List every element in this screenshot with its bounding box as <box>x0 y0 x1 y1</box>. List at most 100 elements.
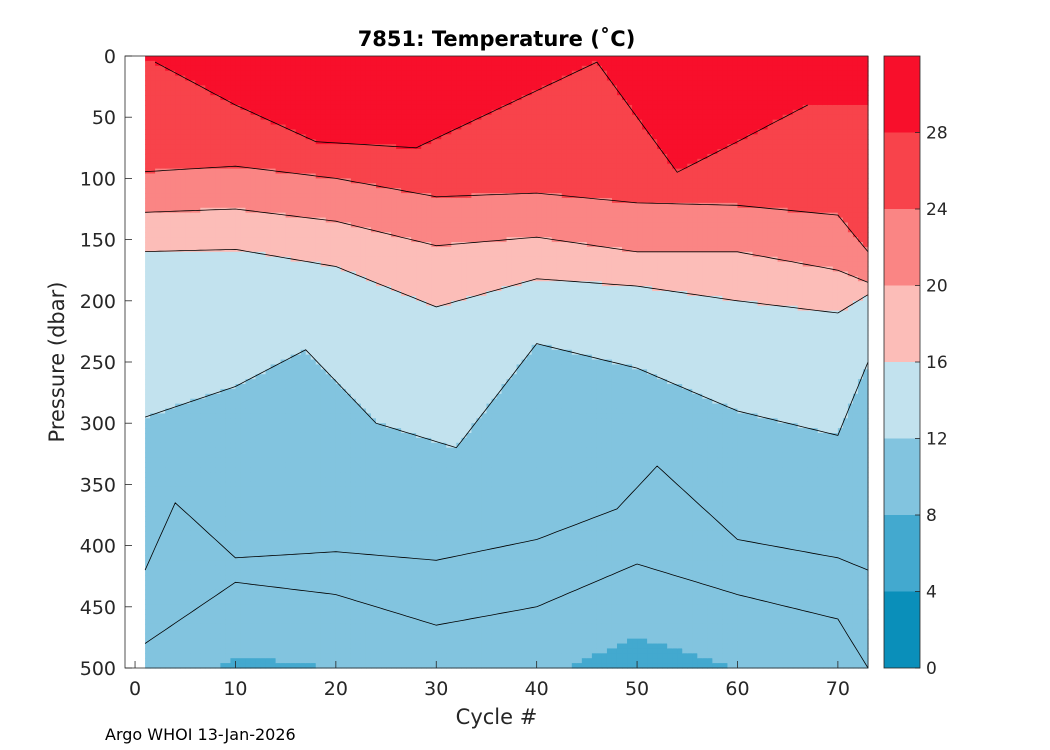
contour-cell <box>325 291 332 297</box>
contour-cell <box>220 188 227 194</box>
contour-cell <box>205 286 211 292</box>
contour-cell <box>335 202 342 209</box>
contour-cell <box>240 291 247 297</box>
contour-cell <box>295 344 302 351</box>
contour-cell <box>270 242 277 248</box>
contour-cell <box>215 207 221 214</box>
contour-cell <box>160 286 166 292</box>
contour-cell <box>185 452 191 459</box>
contour-cell <box>315 281 322 287</box>
contour-cell <box>340 423 347 429</box>
contour-cell <box>320 574 327 581</box>
contour-cell <box>330 163 337 170</box>
contour-cell <box>240 56 247 62</box>
contour-cell <box>295 555 302 561</box>
contour-cell <box>325 56 332 62</box>
contour-cell <box>155 163 161 170</box>
contour-cell <box>330 114 337 121</box>
contour-cell <box>215 579 221 586</box>
contour-cell <box>320 633 327 640</box>
contour-cell <box>340 202 347 209</box>
contour-cell <box>340 197 347 204</box>
contour-cell <box>250 354 257 361</box>
contour-cell <box>210 153 216 160</box>
contour-cell <box>245 144 252 150</box>
contour-cell <box>175 114 181 121</box>
contour-cell <box>260 295 267 302</box>
contour-cell <box>180 217 186 224</box>
contour-cell <box>285 447 292 454</box>
contour-cell <box>160 633 166 640</box>
contour-cell <box>220 614 227 620</box>
contour-cell <box>325 359 332 366</box>
contour-cell <box>340 320 347 326</box>
contour-cell <box>300 516 307 522</box>
contour-cell <box>245 472 252 478</box>
contour-cell <box>230 574 237 581</box>
contour-cell <box>245 648 252 654</box>
contour-cell <box>290 266 297 273</box>
contour-cell <box>325 540 332 547</box>
contour-cell <box>150 570 156 576</box>
contour-cell <box>260 374 267 380</box>
contour-cell <box>245 281 252 287</box>
contour-cell <box>305 574 312 581</box>
contour-cell <box>170 339 176 346</box>
contour-cell <box>255 163 262 170</box>
contour-cell <box>185 501 191 508</box>
contour-cell <box>215 604 221 610</box>
contour-cell <box>300 178 307 184</box>
contour-cell <box>290 286 297 292</box>
contour-cell <box>330 374 337 380</box>
contour-cell <box>325 555 332 561</box>
contour-cell <box>225 379 232 385</box>
contour-cell <box>335 153 342 160</box>
contour-cell <box>240 335 247 341</box>
contour-cell <box>340 526 347 532</box>
contour-cell <box>205 442 211 449</box>
contour-cell <box>175 291 181 297</box>
contour-cell <box>155 100 161 106</box>
contour-cell <box>230 437 237 444</box>
contour-cell <box>190 261 196 268</box>
contour-cell <box>205 496 211 503</box>
contour-cell <box>215 114 221 121</box>
contour-cell <box>290 437 297 444</box>
contour-cell <box>195 183 201 189</box>
contour-cell <box>215 560 221 566</box>
contour-cell <box>335 173 342 179</box>
contour-cell <box>210 584 216 591</box>
contour-cell <box>150 374 156 380</box>
contour-cell <box>320 65 327 72</box>
contour-cell <box>235 202 242 209</box>
contour-cell <box>245 614 252 620</box>
contour-cell <box>260 354 267 361</box>
contour-cell <box>290 188 297 194</box>
contour-cell <box>295 193 302 199</box>
contour-cell <box>275 246 282 253</box>
contour-cell <box>335 276 342 282</box>
contour-cell <box>155 232 161 238</box>
contour-cell <box>330 599 337 605</box>
contour-cell <box>180 134 186 140</box>
contour-cell <box>190 256 196 263</box>
contour-cell <box>270 428 277 434</box>
contour-cell <box>220 90 227 96</box>
contour-cell <box>220 442 227 449</box>
contour-cell <box>145 339 151 346</box>
contour-cell <box>280 481 287 488</box>
contour-cell <box>180 246 186 253</box>
contour-cell <box>305 393 312 400</box>
contour-cell <box>315 506 322 512</box>
contour-cell <box>340 623 347 630</box>
contour-cell <box>325 491 332 498</box>
contour-cell <box>195 139 201 145</box>
contour-cell <box>270 85 277 91</box>
contour-cell <box>145 178 151 184</box>
contour-cell <box>290 423 297 429</box>
contour-cell <box>230 393 237 400</box>
contour-cell <box>310 413 317 419</box>
contour-cell <box>250 104 257 111</box>
contour-cell <box>165 467 171 473</box>
contour-cell <box>175 300 181 307</box>
